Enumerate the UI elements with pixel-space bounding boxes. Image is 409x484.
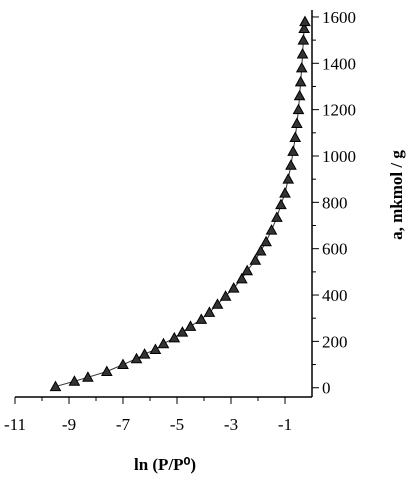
data-point <box>235 272 248 284</box>
data-point <box>168 331 181 343</box>
data-point <box>149 343 162 354</box>
y-tick-label: 1000 <box>322 147 356 166</box>
data-point <box>299 15 311 27</box>
y-tick-label: 1400 <box>322 54 356 73</box>
data-point <box>138 348 151 359</box>
data-point <box>271 211 283 222</box>
data-point <box>297 34 310 45</box>
data-point <box>219 290 232 301</box>
data-point <box>275 198 287 210</box>
data-point <box>157 337 170 349</box>
data-point <box>100 365 113 377</box>
data-point <box>292 103 305 115</box>
data-point <box>298 22 311 34</box>
x-axis-label: ln (P/P⁰) <box>134 455 196 474</box>
x-tick-label: -1 <box>278 415 292 434</box>
data-point <box>49 380 62 392</box>
data-point <box>282 173 295 184</box>
x-tick-label: -7 <box>116 415 131 434</box>
y-tick-label: 400 <box>322 286 348 305</box>
y-tick-label: 0 <box>322 379 331 398</box>
data-point <box>176 326 189 337</box>
data-point <box>241 264 254 276</box>
data-point <box>294 75 307 87</box>
data-point <box>184 320 197 331</box>
data-point <box>211 298 224 309</box>
data-point <box>265 224 278 235</box>
data-point <box>82 371 94 382</box>
x-tick-label: -9 <box>62 415 76 434</box>
data-point <box>260 235 272 247</box>
y-axis-label: a, mkmol / g <box>387 150 406 240</box>
data-point <box>279 187 291 198</box>
data-point <box>296 48 309 59</box>
data-point <box>289 131 302 142</box>
y-tick-label: 600 <box>322 240 348 259</box>
data-point <box>203 306 216 317</box>
x-tick-label: -5 <box>170 415 184 434</box>
y-tick-label: 1200 <box>322 101 356 120</box>
y-tick-label: 200 <box>322 332 348 351</box>
data-point <box>287 145 299 156</box>
data-point <box>249 254 262 265</box>
x-tick-label: -11 <box>4 415 26 434</box>
data-point <box>227 282 240 293</box>
data-point <box>68 375 81 386</box>
data-point <box>117 358 129 370</box>
data-point <box>291 117 303 129</box>
data-point <box>293 89 306 101</box>
y-tick-label: 1600 <box>322 8 356 27</box>
data-point <box>285 159 297 170</box>
y-tick-label: 800 <box>322 193 348 212</box>
data-point <box>295 61 308 73</box>
data-point <box>195 313 208 324</box>
data-point <box>254 244 267 256</box>
x-tick-label: -3 <box>224 415 238 434</box>
